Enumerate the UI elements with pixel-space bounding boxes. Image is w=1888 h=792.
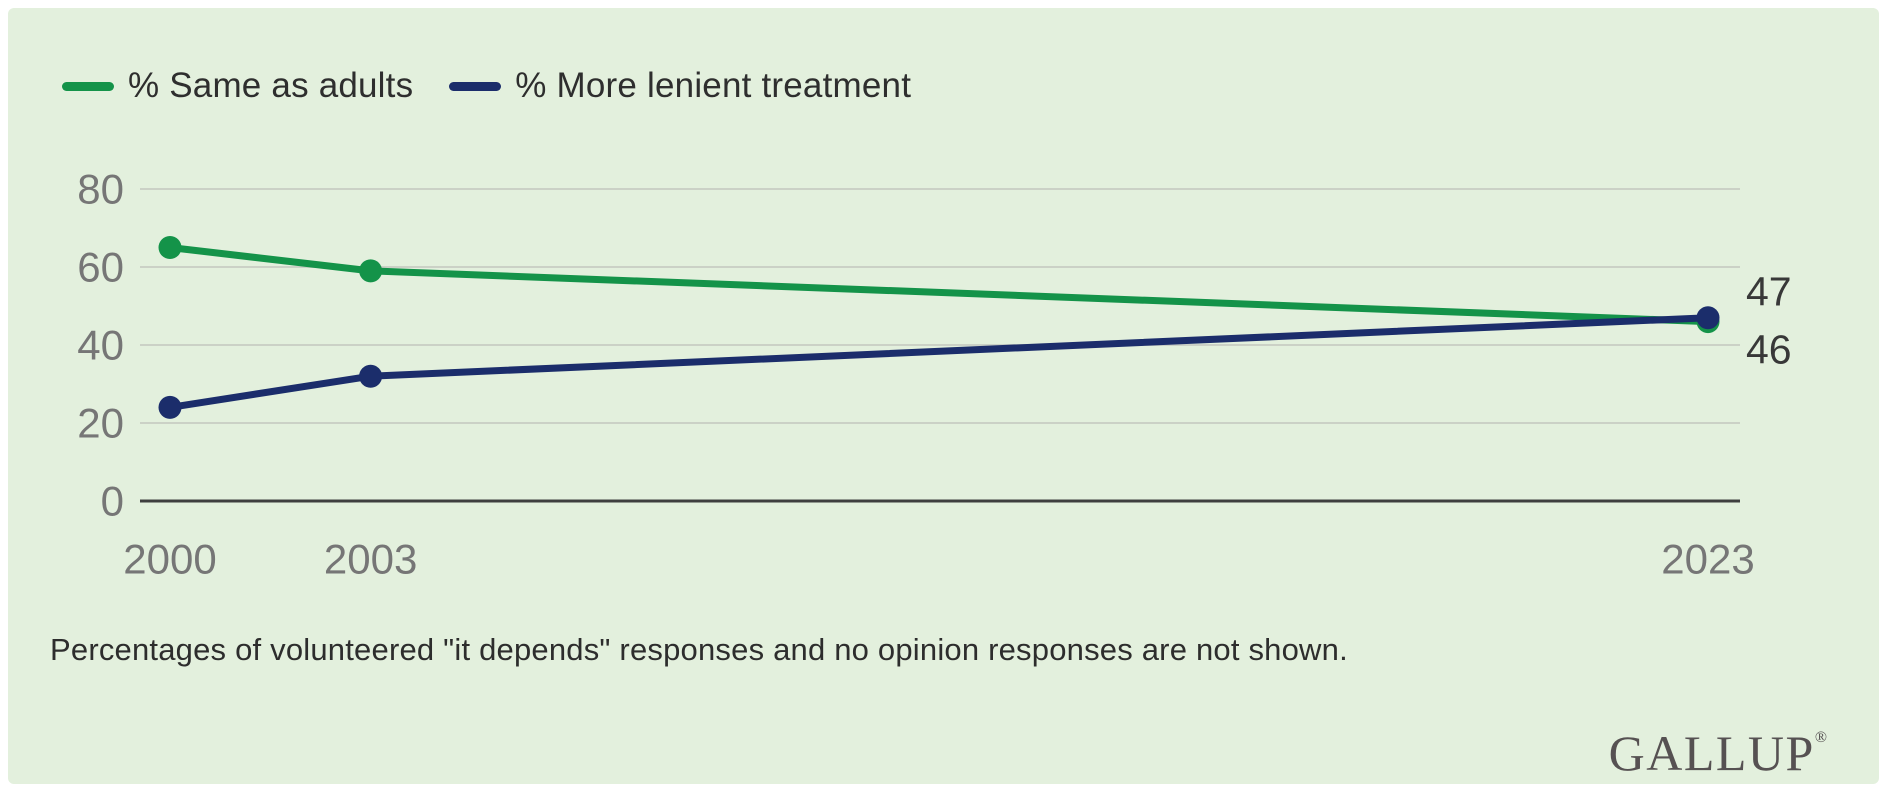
data-point-1-0 [158, 395, 182, 419]
y-tick-label-80: 80 [77, 166, 124, 213]
chart-footnote: Percentages of volunteered "it depends" … [50, 632, 1348, 667]
chart-panel [8, 8, 1879, 784]
end-value-label-46: 46 [1746, 327, 1792, 373]
legend-label: % Same as adults [128, 66, 414, 105]
series-line-0 [166, 244, 1712, 326]
data-point-0-0 [158, 236, 182, 259]
legend-label: % More lenient treatment [515, 66, 912, 105]
data-point-1-1 [359, 364, 383, 388]
end-value-label-47: 47 [1746, 269, 1792, 315]
legend: % Same as adults % More lenient treatmen… [62, 66, 911, 106]
gallup-logo-text: GALLUP [1608, 725, 1815, 781]
gallup-logo: GALLUP® [1609, 724, 1827, 782]
legend-swatch-green [62, 81, 114, 91]
legend-swatch-navy [449, 81, 502, 91]
y-tick-label-0: 0 [101, 478, 124, 525]
legend-item-same-as-adults: % Same as adults [62, 66, 413, 106]
data-point-1-2 [1696, 306, 1720, 330]
legend-item-more-lenient: % More lenient treatment [449, 66, 911, 106]
x-tick-label-2023: 2023 [1661, 535, 1754, 582]
data-point-0-1 [359, 259, 383, 283]
y-tick-label-60: 60 [77, 244, 124, 291]
x-tick-label-2000: 2000 [123, 535, 216, 582]
registered-trademark-icon: ® [1814, 729, 1827, 746]
series-line-1 [166, 314, 1712, 411]
y-tick-label-40: 40 [77, 322, 124, 369]
x-tick-label-2003: 2003 [324, 535, 417, 582]
y-tick-label-20: 20 [77, 400, 124, 447]
